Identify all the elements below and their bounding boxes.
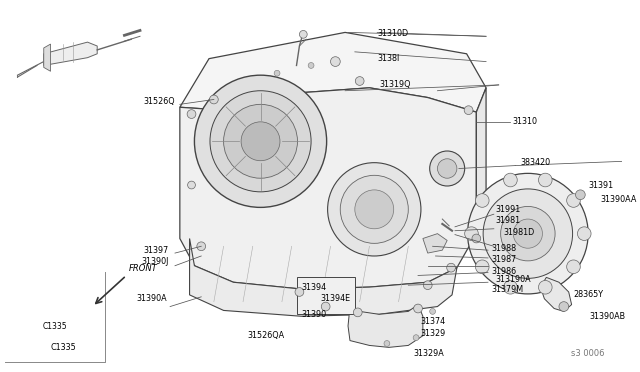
Polygon shape	[44, 42, 97, 65]
Circle shape	[413, 335, 419, 341]
Circle shape	[465, 227, 478, 240]
Text: 31397: 31397	[144, 246, 169, 255]
Circle shape	[566, 194, 580, 207]
Text: 31394E: 31394E	[321, 294, 351, 303]
Circle shape	[472, 234, 481, 243]
Circle shape	[321, 302, 330, 311]
Circle shape	[188, 181, 195, 189]
Circle shape	[197, 242, 205, 251]
Circle shape	[429, 151, 465, 186]
Text: 31986: 31986	[491, 267, 516, 276]
Circle shape	[300, 31, 307, 38]
Circle shape	[195, 75, 326, 207]
Text: 31379M: 31379M	[491, 285, 523, 294]
Circle shape	[429, 308, 435, 314]
Circle shape	[500, 206, 555, 261]
Circle shape	[295, 288, 304, 296]
Polygon shape	[44, 44, 51, 71]
Circle shape	[538, 173, 552, 187]
Text: 31390A: 31390A	[136, 294, 167, 303]
Text: 31391: 31391	[588, 180, 613, 189]
Circle shape	[447, 263, 456, 272]
Text: 31390AB: 31390AB	[589, 312, 625, 321]
Text: 31329: 31329	[420, 329, 445, 338]
Text: 31981: 31981	[496, 217, 521, 225]
Text: 31329A: 31329A	[413, 349, 444, 358]
Circle shape	[209, 95, 218, 104]
Circle shape	[355, 190, 394, 229]
Text: 31988: 31988	[491, 244, 516, 253]
Circle shape	[476, 194, 489, 207]
Text: s3 0006: s3 0006	[571, 349, 605, 358]
Circle shape	[476, 260, 489, 273]
Text: 31981D: 31981D	[504, 228, 535, 237]
Circle shape	[353, 308, 362, 317]
Text: 31390: 31390	[301, 310, 326, 319]
Text: 31390AA: 31390AA	[601, 195, 637, 204]
Text: 31310D: 31310D	[377, 29, 408, 38]
Circle shape	[340, 175, 408, 243]
Circle shape	[438, 159, 457, 178]
Polygon shape	[541, 278, 572, 311]
Circle shape	[328, 163, 421, 256]
Text: 3138I: 3138I	[377, 54, 399, 63]
Polygon shape	[423, 234, 447, 253]
Bar	[296, 278, 355, 314]
Text: 31526QA: 31526QA	[248, 331, 285, 340]
Circle shape	[464, 106, 473, 115]
Text: C1335: C1335	[51, 343, 76, 352]
Circle shape	[504, 173, 517, 187]
Circle shape	[575, 190, 585, 200]
Text: 31394: 31394	[301, 283, 326, 292]
Polygon shape	[189, 238, 457, 316]
Circle shape	[559, 302, 569, 311]
Polygon shape	[180, 88, 476, 289]
Circle shape	[538, 280, 552, 294]
Circle shape	[187, 110, 196, 118]
Text: 313190A: 313190A	[496, 275, 531, 284]
Circle shape	[413, 304, 422, 313]
Polygon shape	[476, 88, 486, 234]
Circle shape	[223, 104, 298, 178]
Text: 31319Q: 31319Q	[379, 80, 411, 89]
Circle shape	[274, 70, 280, 76]
Circle shape	[384, 341, 390, 346]
Text: C1335: C1335	[42, 322, 67, 331]
Circle shape	[210, 91, 311, 192]
Text: FRONT: FRONT	[129, 263, 157, 273]
Circle shape	[241, 122, 280, 161]
Circle shape	[566, 260, 580, 273]
Circle shape	[483, 189, 573, 278]
Text: 31390J: 31390J	[141, 257, 168, 266]
Circle shape	[577, 227, 591, 240]
Text: 383420: 383420	[520, 158, 550, 167]
Circle shape	[424, 281, 432, 289]
Circle shape	[504, 280, 517, 294]
Circle shape	[468, 173, 588, 294]
Circle shape	[330, 57, 340, 67]
Polygon shape	[348, 305, 423, 347]
Text: 28365Y: 28365Y	[573, 291, 604, 299]
Text: 31526Q: 31526Q	[144, 97, 175, 106]
Text: 31310: 31310	[512, 117, 538, 126]
Polygon shape	[180, 32, 486, 112]
Circle shape	[308, 62, 314, 68]
Circle shape	[355, 77, 364, 86]
Circle shape	[513, 219, 543, 248]
Text: 31987: 31987	[491, 256, 516, 264]
Text: 31374: 31374	[420, 317, 445, 326]
Text: 31991: 31991	[496, 205, 521, 214]
